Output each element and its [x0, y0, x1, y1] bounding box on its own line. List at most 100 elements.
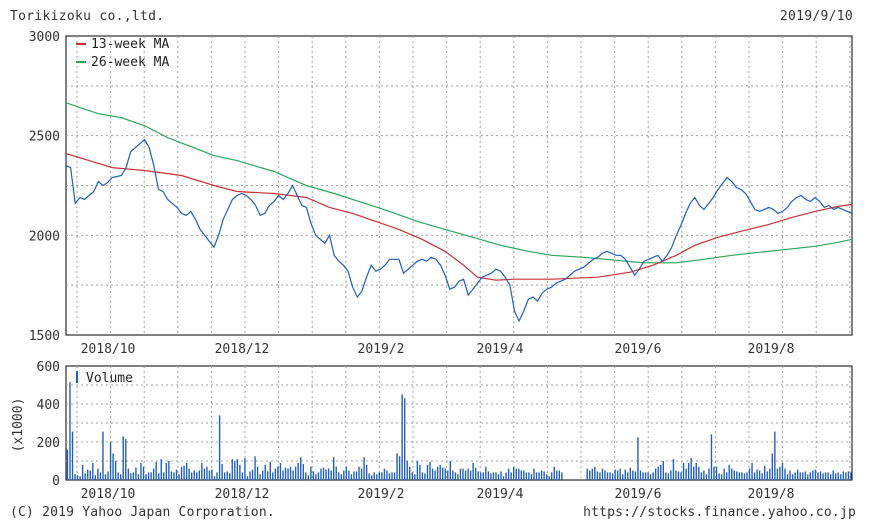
volume-bar — [256, 466, 259, 480]
volume-bar — [160, 459, 162, 480]
volume-bar — [733, 470, 735, 480]
volume-bar — [183, 465, 185, 481]
volume-bar — [269, 461, 271, 480]
volume-bar — [642, 472, 644, 480]
volume-bar — [436, 466, 439, 480]
volume-bar — [421, 472, 424, 480]
volume-bar — [92, 462, 94, 480]
price-line — [66, 138, 852, 323]
volume-bar — [231, 459, 233, 480]
volume-bar — [558, 470, 561, 480]
volume-bar — [391, 472, 393, 480]
volume-bar — [142, 466, 145, 480]
volume-bar — [715, 466, 718, 480]
volume-bar — [850, 472, 852, 480]
volume-bar — [246, 476, 249, 480]
volume-bar — [371, 475, 373, 481]
volume-bar — [809, 472, 812, 480]
volume-bar — [718, 473, 720, 480]
volume-bar — [822, 473, 824, 480]
volume-bar — [639, 470, 642, 480]
volume-bar — [292, 470, 294, 480]
26-week-ma-line — [66, 102, 852, 264]
volume-bar — [804, 471, 806, 480]
volume-bar — [725, 472, 728, 480]
volume-bar — [368, 473, 370, 480]
volume-bar — [411, 472, 413, 480]
volume-bar — [307, 475, 310, 481]
volume-bar — [244, 458, 246, 480]
volume-bar — [393, 472, 396, 480]
volume-bar — [482, 472, 484, 480]
volume-bar — [444, 468, 446, 480]
volume-bar — [551, 472, 553, 480]
volume-bar — [791, 474, 794, 480]
volume-bar — [464, 470, 467, 480]
volume-bar — [102, 431, 104, 480]
volume-bar — [604, 470, 606, 480]
volume-bar — [796, 469, 799, 480]
volume-bar — [267, 471, 269, 480]
volume-bar — [469, 470, 472, 480]
volume-bar — [66, 449, 69, 480]
volume-bar — [180, 466, 183, 480]
volume-bar — [586, 468, 588, 480]
volume-bar — [667, 473, 670, 480]
volume-bar — [175, 469, 178, 480]
volume-bar — [322, 467, 325, 480]
volume-bar — [272, 472, 274, 480]
volume-bar — [847, 471, 850, 480]
volume-bar — [373, 472, 375, 480]
volume-bar — [690, 458, 692, 480]
volume-bar — [135, 467, 137, 480]
volume-bar — [403, 398, 406, 480]
volume-bar — [802, 472, 804, 480]
volume-bar — [840, 474, 842, 480]
volume-bar — [99, 472, 102, 480]
volume-bar — [378, 472, 381, 480]
volume-bar — [781, 462, 784, 480]
volume-bar — [112, 453, 114, 480]
volume-bar — [609, 472, 611, 480]
volume-bar — [771, 453, 774, 480]
volume-bar — [753, 472, 756, 480]
volume-bar — [741, 472, 743, 480]
volume-bar — [487, 471, 490, 480]
volume-bar — [530, 474, 533, 480]
source-url[interactable]: https://stocks.finance.yahoo.co.jp — [583, 505, 856, 520]
volume-bar — [652, 472, 654, 480]
volume-bar — [685, 468, 687, 480]
volume-bar — [419, 464, 421, 480]
volume-bar — [297, 462, 299, 480]
volume-bar — [216, 472, 218, 480]
volume-bar — [675, 470, 677, 480]
volume-bar — [338, 472, 340, 480]
volume-bar — [193, 470, 195, 480]
volume-bar — [414, 474, 416, 480]
volume-bar — [599, 472, 601, 480]
volume-bar — [409, 466, 411, 480]
volume-bar — [649, 474, 652, 480]
price-x-tick-label: 2019/6 — [615, 342, 662, 357]
volume-bar — [756, 469, 758, 480]
volume-bar — [452, 470, 454, 480]
chart-date: 2019/9/10 — [779, 9, 853, 24]
volume-bar — [203, 468, 206, 480]
volume-y-tick-label: 0 — [52, 474, 60, 489]
volume-bar — [117, 472, 119, 480]
volume-bar — [114, 461, 117, 480]
volume-bar — [695, 462, 697, 480]
volume-bar — [211, 469, 213, 480]
volume-bar — [472, 462, 474, 480]
volume-bar — [76, 475, 79, 481]
volume-bar — [748, 468, 751, 480]
volume-bar — [835, 473, 837, 480]
volume-x-tick-label: 2018/10 — [81, 487, 136, 502]
volume-bar — [147, 472, 150, 480]
volume-bar — [376, 474, 378, 480]
volume-bar — [152, 468, 155, 480]
volume-bar — [761, 473, 763, 480]
volume-bar — [185, 462, 188, 480]
volume-bar — [279, 462, 282, 480]
volume-bar — [492, 472, 495, 480]
